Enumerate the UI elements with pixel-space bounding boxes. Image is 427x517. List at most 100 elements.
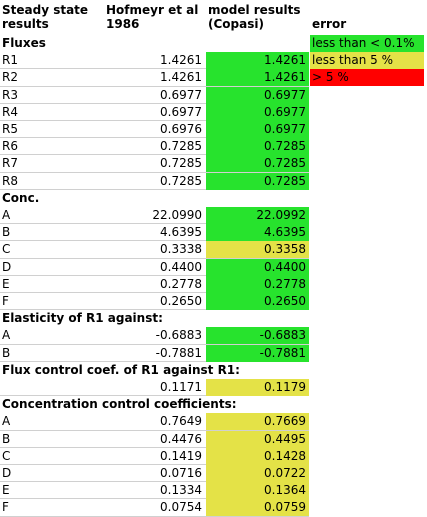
model-value: 0.6977: [206, 121, 309, 138]
reference-value: 4.6395: [160, 225, 202, 240]
reference-value: 0.2650: [160, 294, 202, 308]
row-divider: [0, 464, 309, 465]
reference-value: 0.1419: [160, 448, 202, 463]
reference-value: 0.7285: [160, 139, 202, 154]
model-value: 0.6977: [206, 86, 309, 104]
header-results-label: Steady state results: [2, 3, 89, 31]
reference-value: 22.0990: [152, 208, 202, 222]
model-value: 0.7669: [206, 413, 309, 431]
row-divider: [0, 240, 309, 242]
model-value: 0.2650: [206, 293, 309, 310]
row-label: A: [2, 414, 11, 429]
row-divider: [0, 395, 309, 397]
model-value: 0.0759: [206, 499, 309, 517]
row-divider: [0, 429, 309, 431]
model-value: 1.4261: [206, 52, 309, 70]
row-label: R7: [2, 156, 18, 171]
reference-value: 0.4400: [160, 259, 202, 274]
row-divider: [0, 154, 309, 156]
reference-value: -0.7881: [155, 345, 202, 360]
row-label: E: [2, 276, 10, 291]
row-divider: [0, 68, 309, 70]
model-value: 0.7285: [206, 172, 309, 190]
header-error-label: error: [312, 17, 347, 31]
row-divider: [0, 171, 309, 173]
section-heading: Conc.: [0, 189, 309, 207]
legend-item-green: less than < 0.1%: [310, 35, 424, 52]
row-label: R5: [2, 122, 18, 136]
model-value: 0.2778: [206, 275, 309, 293]
reference-value: 0.0754: [160, 500, 202, 515]
reference-value: 0.3338: [160, 242, 202, 257]
row-label: [0, 379, 103, 396]
reference-value: 0.2778: [160, 276, 202, 291]
row-label: E: [2, 483, 10, 498]
row-divider: [0, 309, 309, 311]
section-heading: Elasticity of R1 against:: [0, 310, 309, 328]
reference-value: 0.6977: [160, 104, 202, 119]
model-value: 1.4261: [206, 69, 309, 87]
row-label: B: [2, 345, 11, 360]
row-divider: [0, 137, 309, 139]
row-label: D: [2, 259, 12, 274]
row-label: F: [2, 294, 9, 308]
row-label: R1: [2, 53, 18, 68]
reference-value: 0.1171: [160, 380, 202, 394]
row-divider: [0, 360, 309, 362]
model-value: 0.7285: [206, 155, 309, 173]
section-heading: Flux control coef. of R1 against R1:: [0, 361, 309, 379]
row-divider: [0, 120, 309, 121]
model-value: 0.4495: [206, 430, 309, 448]
reference-value: 0.6977: [160, 87, 202, 102]
legend-item-yellow: less than 5 %: [310, 52, 424, 70]
header-model-label: model results (Copasi): [208, 3, 301, 31]
model-value: 0.1428: [206, 447, 309, 465]
section-heading: Fluxes: [0, 35, 309, 52]
row-label: R8: [2, 173, 18, 188]
row-label: B: [2, 225, 11, 240]
model-value: 0.6977: [206, 103, 309, 121]
row-label: A: [2, 328, 11, 343]
row-divider: [0, 102, 309, 104]
reference-value: 1.4261: [160, 70, 202, 85]
model-value: 0.3358: [206, 241, 309, 259]
reference-value: 0.7285: [160, 156, 202, 171]
row-divider: [0, 223, 309, 225]
row-label: F: [2, 500, 9, 515]
model-value: 0.1179: [206, 379, 309, 396]
row-divider: [0, 343, 309, 345]
row-label: R2: [2, 70, 18, 85]
reference-value: 0.1334: [160, 483, 202, 498]
row-divider: [0, 188, 309, 190]
legend-item-red: > 5 %: [310, 69, 424, 87]
row-divider: [0, 446, 309, 448]
model-value: 22.0992: [206, 207, 309, 224]
section-heading: Concentration control coefficients:: [0, 396, 309, 414]
model-value: 4.6395: [206, 224, 309, 242]
row-label: C: [2, 242, 11, 257]
model-value: 0.4400: [206, 258, 309, 276]
reference-value: 0.4476: [160, 431, 202, 446]
reference-value: 0.0716: [160, 466, 202, 480]
row-label: A: [2, 208, 11, 222]
row-label: D: [2, 466, 12, 480]
model-value: -0.6883: [206, 327, 309, 345]
reference-value: 1.4261: [160, 53, 202, 68]
row-divider: [0, 85, 309, 87]
row-divider: [0, 274, 309, 276]
row-divider: [0, 481, 309, 483]
header-reference-label: Hofmeyr et al 1986: [106, 3, 199, 31]
row-label: R4: [2, 104, 18, 119]
model-value: 0.1364: [206, 482, 309, 500]
reference-value: 0.7285: [160, 173, 202, 188]
reference-value: 0.6976: [160, 122, 202, 136]
model-value: 0.7285: [206, 138, 309, 156]
row-label: B: [2, 431, 11, 446]
row-divider: [0, 498, 309, 500]
row-label: C: [2, 448, 11, 463]
row-divider: [0, 257, 309, 259]
reference-value: -0.6883: [155, 328, 202, 343]
row-label: R3: [2, 87, 18, 102]
model-value: 0.0722: [206, 465, 309, 482]
model-value: -0.7881: [206, 344, 309, 362]
